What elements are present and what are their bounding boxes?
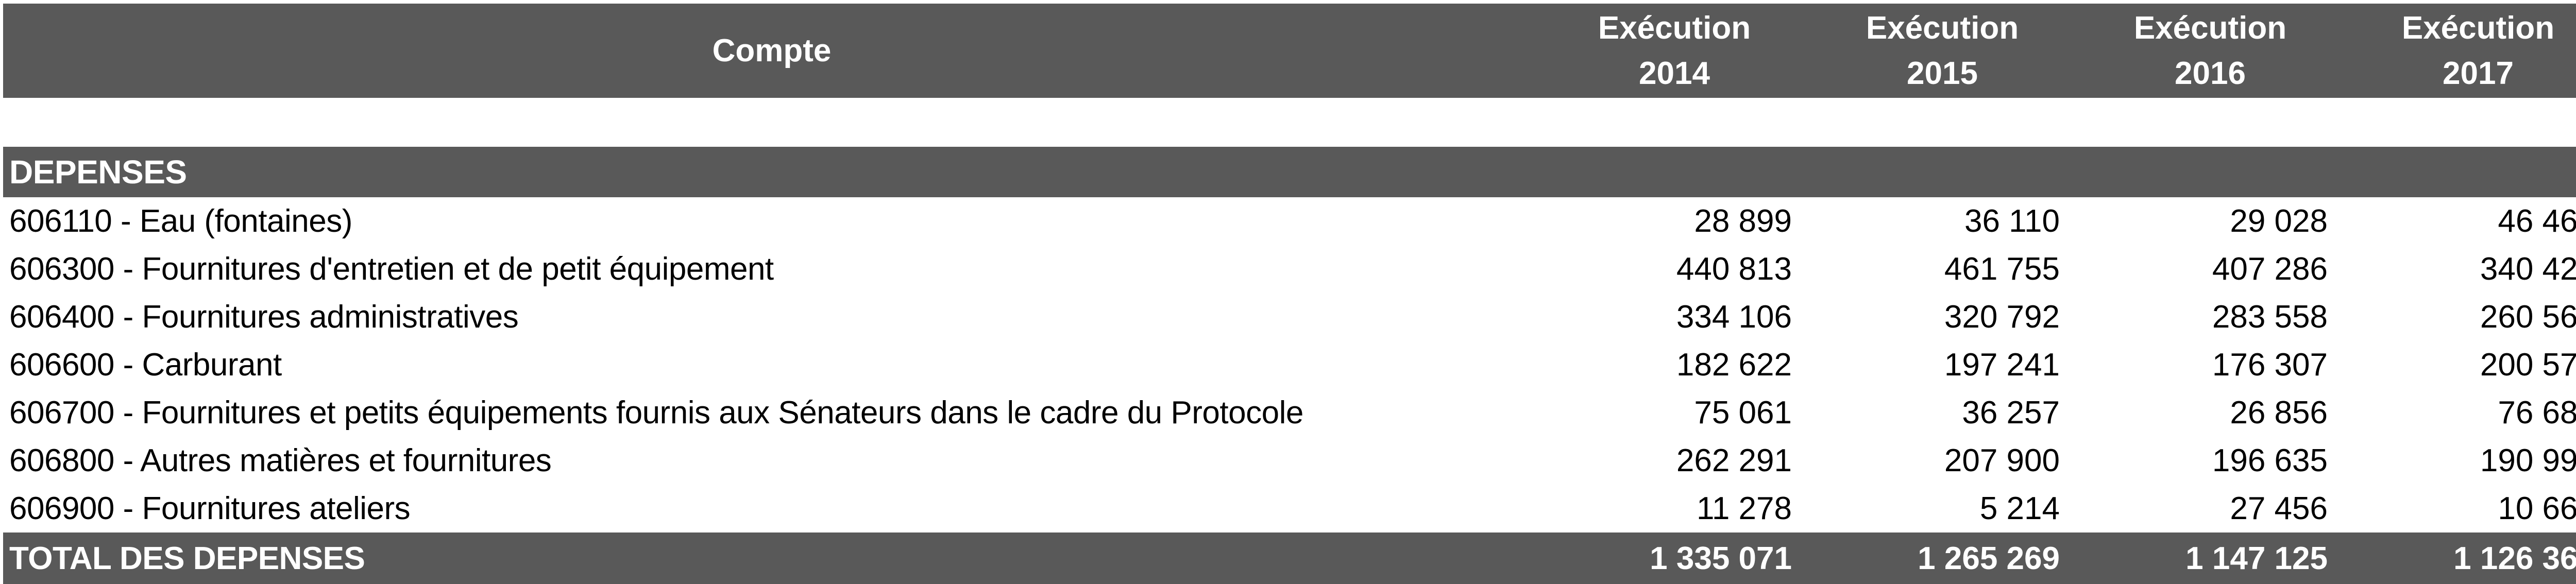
cell-value: 182 622 [1676, 347, 1792, 383]
row-label: 606800 - Autres matières et fournitures [9, 443, 552, 478]
column-header-account: Compte [712, 33, 832, 68]
cell-value: 28 899 [1694, 203, 1792, 239]
table-row: 606600 - Carburant 182 622 197 241 176 3… [3, 341, 2576, 389]
cell-value: 11 278 [1696, 491, 1792, 526]
table-total-row: TOTAL DES DEPENSES 1 335 071 1 265 269 1… [3, 533, 2576, 584]
total-value: 1 126 368 [2453, 540, 2576, 576]
row-label: 606600 - Carburant [9, 347, 282, 383]
cell-value: 27 456 [2230, 491, 2328, 526]
expenses-table: Compte Exécution 2014 Exécution 2015 Exé… [3, 4, 2576, 584]
column-header-exec-2015: Exécution 2015 [1808, 4, 2076, 98]
cell-value: 190 994 [2480, 443, 2576, 478]
row-label: 606900 - Fournitures ateliers [9, 491, 411, 526]
cell-value: 207 900 [1944, 443, 2060, 478]
header-year: 2017 [2443, 55, 2514, 91]
cell-value: 320 792 [1944, 299, 2060, 335]
cell-value: 407 286 [2212, 251, 2328, 287]
section-title: DEPENSES [9, 153, 187, 191]
cell-value: 36 257 [1962, 395, 2060, 431]
row-label: 606110 - Eau (fontaines) [9, 203, 352, 239]
total-value: 1 335 071 [1650, 540, 1792, 576]
header-title: Exécution [2401, 10, 2555, 46]
cell-value: 461 755 [1944, 251, 2060, 287]
cell-value: 176 307 [2212, 347, 2328, 383]
total-value: 1 147 125 [2185, 540, 2328, 576]
table-header-row: Compte Exécution 2014 Exécution 2015 Exé… [3, 4, 2576, 98]
header-title: Exécution [1598, 10, 1751, 46]
section-header-depenses: DEPENSES [3, 147, 2576, 197]
column-header-exec-2014: Exécution 2014 [1540, 4, 1808, 98]
header-title: Exécution [1866, 10, 2019, 46]
column-header-exec-2016: Exécution 2016 [2076, 4, 2344, 98]
header-title: Exécution [2133, 10, 2287, 46]
cell-value: 196 635 [2212, 443, 2328, 478]
header-year: 2016 [2175, 55, 2246, 91]
total-label: TOTAL DES DEPENSES [9, 540, 365, 576]
cell-value: 10 668 [2498, 491, 2576, 526]
table-row: 606300 - Fournitures d'entretien et de p… [3, 245, 2576, 293]
cell-value: 76 687 [2498, 395, 2576, 431]
row-label: 606400 - Fournitures administratives [9, 299, 519, 335]
cell-value: 340 423 [2480, 251, 2576, 287]
table-row: 606400 - Fournitures administratives 334… [3, 293, 2576, 341]
cell-value: 46 463 [2498, 203, 2576, 239]
table-row: 606900 - Fournitures ateliers 11 278 5 2… [3, 485, 2576, 533]
spacer-row [3, 98, 2576, 147]
row-label: 606700 - Fournitures et petits équipemen… [9, 395, 1303, 431]
cell-value: 197 241 [1944, 347, 2060, 383]
cell-value: 262 291 [1676, 443, 1792, 478]
cell-value: 29 028 [2230, 203, 2328, 239]
cell-value: 260 562 [2480, 299, 2576, 335]
cell-value: 440 813 [1676, 251, 1792, 287]
cell-value: 36 110 [1964, 203, 2060, 239]
total-value: 1 265 269 [1918, 540, 2060, 576]
cell-value: 5 214 [1979, 491, 2060, 526]
cell-value: 334 106 [1676, 299, 1792, 335]
header-year: 2015 [1907, 55, 1978, 91]
cell-value: 200 570 [2480, 347, 2576, 383]
table-row: 606700 - Fournitures et petits équipemen… [3, 389, 2576, 437]
table-row: 606800 - Autres matières et fournitures … [3, 437, 2576, 485]
cell-value: 26 856 [2230, 395, 2328, 431]
column-header-exec-2017: Exécution 2017 [2344, 4, 2576, 98]
cell-value: 283 558 [2212, 299, 2328, 335]
header-year: 2014 [1639, 55, 1710, 91]
cell-value: 75 061 [1694, 395, 1792, 431]
table-row: 606110 - Eau (fontaines) 28 899 36 110 2… [3, 197, 2576, 245]
row-label: 606300 - Fournitures d'entretien et de p… [9, 251, 774, 287]
